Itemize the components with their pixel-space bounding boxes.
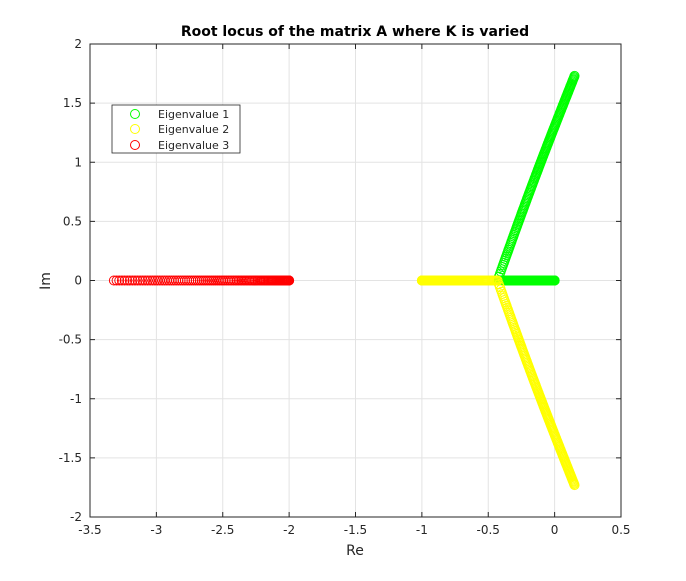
- eigenvalue-point: [124, 275, 135, 286]
- y-tick-label: -1: [70, 392, 82, 406]
- x-tick-label: -2: [283, 523, 295, 537]
- eigenvalue-point: [108, 275, 119, 286]
- eigenvalue-point: [157, 275, 168, 286]
- eigenvalue-point: [122, 275, 133, 286]
- y-axis-label: Im: [38, 272, 54, 290]
- data-points: [108, 70, 580, 491]
- axis-ticks: -3.5 -3 -2.5 -2 -1.5 -1 -0.5 0 0.5 -2 -1.5 -1 -0.5 0 0…: [59, 37, 631, 537]
- x-tick-label: -2.5: [211, 523, 234, 537]
- eigenvalue-point: [140, 275, 151, 286]
- eigenvalue-point: [132, 275, 143, 286]
- legend-marker-eigenvalue-3: [130, 140, 140, 150]
- x-tick-label: -1.5: [344, 523, 367, 537]
- x-tick-label: -1: [416, 523, 428, 537]
- legend: Eigenvalue 1 Eigenvalue 2 Eigenvalue 3: [111, 104, 241, 154]
- eigenvalue-point: [135, 275, 146, 286]
- eigenvalue-point: [111, 275, 122, 286]
- y-tick-label: 0.5: [63, 214, 82, 228]
- legend-marker-eigenvalue-1: [130, 109, 140, 119]
- y-tick-label: 2: [74, 37, 82, 51]
- eigenvalue-point: [137, 275, 148, 286]
- eigenvalue-point: [114, 275, 125, 286]
- y-tick-label: -0.5: [59, 333, 82, 347]
- eigenvalue-point: [116, 275, 127, 286]
- eigenvalue-point: [152, 275, 163, 286]
- legend-marker-eigenvalue-2: [130, 124, 140, 134]
- y-tick-label: -1.5: [59, 451, 82, 465]
- legend-box: [111, 104, 241, 154]
- eigenvalue-point: [149, 275, 160, 286]
- legend-label-eigenvalue-2: Eigenvalue 2: [158, 123, 229, 136]
- y-tick-label: 0: [74, 274, 82, 288]
- chart-title: Root locus of the matrix A where K is va…: [181, 24, 529, 40]
- x-tick-label: -0.5: [477, 523, 500, 537]
- x-tick-label: 0: [551, 523, 559, 537]
- eigenvalue-point: [154, 275, 165, 286]
- eigenvalue-point: [569, 480, 580, 491]
- eigenvalue-point: [147, 275, 158, 286]
- x-tick-label: 0.5: [611, 523, 630, 537]
- eigenvalue-point: [119, 275, 130, 286]
- eigenvalue-point: [130, 275, 141, 286]
- legend-label-eigenvalue-3: Eigenvalue 3: [158, 139, 229, 152]
- y-tick-label: 1: [74, 155, 82, 169]
- eigenvalue-point: [569, 70, 580, 81]
- x-tick-label: -3.5: [78, 523, 101, 537]
- y-tick-label: 1.5: [63, 96, 82, 110]
- eigenvalue-point: [127, 275, 138, 286]
- x-axis-label: Re: [346, 543, 364, 559]
- eigenvalue-point: [142, 275, 153, 286]
- legend-label-eigenvalue-1: Eigenvalue 1: [158, 108, 229, 121]
- eigenvalue-point: [145, 275, 156, 286]
- y-tick-label: -2: [70, 510, 82, 524]
- eigenvalue-point: [159, 275, 170, 286]
- x-tick-label: -3: [150, 523, 162, 537]
